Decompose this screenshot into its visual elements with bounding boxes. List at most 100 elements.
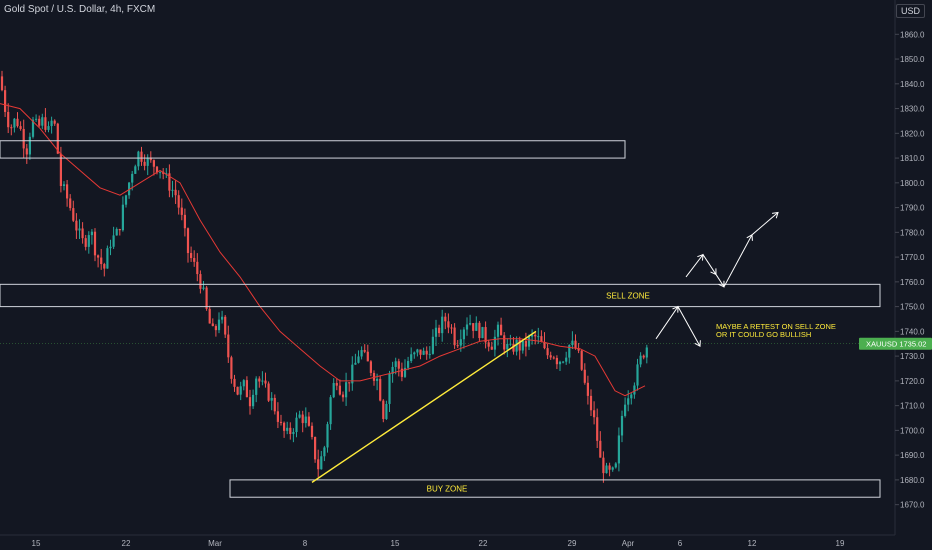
candle-up	[298, 414, 301, 418]
candle-down	[155, 166, 159, 173]
candle-up	[376, 378, 379, 381]
price-axis-label: 1740.0	[900, 327, 925, 336]
candle-up	[239, 386, 242, 395]
candle-down	[53, 120, 56, 124]
candle-up	[568, 345, 571, 358]
candle-down	[382, 400, 385, 419]
candle-up	[217, 319, 221, 331]
arrow-head	[771, 211, 779, 219]
currency-label[interactable]: USD	[895, 4, 925, 18]
candle-up	[431, 336, 434, 354]
candle-up	[323, 447, 326, 457]
candle-up	[388, 373, 391, 404]
candle-down	[174, 189, 177, 196]
candle-down	[642, 355, 645, 358]
time-axis-label: 6	[678, 539, 683, 548]
candle-up	[137, 151, 140, 167]
candle-down	[56, 123, 59, 154]
candle-up	[521, 341, 524, 351]
candle-down	[363, 350, 366, 352]
price-axis-label: 1730.0	[900, 352, 925, 361]
candle-up	[407, 361, 410, 368]
candle-down	[574, 340, 577, 349]
candle-down	[450, 327, 453, 329]
candle-up	[115, 229, 118, 236]
candle-down	[97, 255, 100, 258]
candle-down	[100, 257, 103, 265]
candle-down	[397, 361, 400, 369]
price-axis-label: 1840.0	[900, 80, 925, 89]
candle-up	[493, 336, 496, 350]
time-axis-label: 8	[303, 539, 308, 548]
price-axis-label: 1760.0	[900, 278, 925, 287]
candle-down	[7, 111, 10, 128]
candle-down	[314, 436, 317, 460]
candle-up	[571, 340, 574, 346]
candle-down	[227, 334, 230, 358]
candle-up	[35, 118, 38, 120]
candle-up	[28, 136, 31, 155]
candle-up	[121, 204, 124, 231]
candle-up	[630, 394, 633, 399]
candle-up	[531, 334, 534, 337]
candle-up	[410, 354, 413, 362]
candle-down	[490, 346, 493, 350]
price-axis-label: 1800.0	[900, 179, 925, 188]
price-axis-label: 1680.0	[900, 476, 925, 485]
price-axis-label: 1850.0	[900, 55, 925, 64]
candle-down	[289, 427, 292, 434]
candle-up	[633, 385, 636, 395]
candle-down	[279, 421, 283, 423]
candle-down	[236, 386, 239, 395]
arrow-head	[718, 280, 725, 288]
annotation-text: OR IT COULD GO BULLISH	[716, 330, 811, 339]
time-axis-label: 19	[836, 539, 845, 548]
candle-up	[422, 350, 425, 355]
candle-down	[44, 117, 47, 130]
candle-up	[242, 380, 245, 387]
candle-down	[183, 214, 186, 229]
price-axis-label: 1690.0	[900, 451, 925, 460]
candle-up	[645, 347, 648, 358]
candle-up	[41, 117, 44, 126]
candle-up	[441, 316, 444, 334]
candle-down	[400, 368, 403, 377]
last-price-badge	[859, 337, 932, 350]
candle-down	[38, 118, 41, 126]
candle-down	[419, 349, 422, 355]
candle-down	[602, 457, 605, 474]
candle-down	[583, 369, 586, 383]
sell-zone-box	[0, 283, 881, 308]
candle-up	[252, 394, 255, 407]
candle-up	[270, 397, 273, 401]
price-axis-label: 1830.0	[900, 105, 925, 114]
candle-down	[549, 355, 552, 358]
last-price-label: XAUUSD 1735.02	[866, 340, 926, 349]
candle-down	[447, 321, 450, 328]
candle-down	[59, 153, 62, 186]
time-axis-label: 15	[32, 539, 41, 548]
candle-down	[190, 253, 193, 259]
candle-down	[546, 348, 549, 356]
candle-up	[221, 316, 224, 320]
candle-down	[19, 126, 22, 129]
candle-down	[608, 465, 611, 470]
candle-down	[369, 361, 372, 373]
candle-up	[611, 467, 614, 470]
candle-down	[248, 397, 252, 407]
candle-down	[555, 357, 558, 365]
arrow-head	[746, 233, 753, 241]
candle-down	[168, 173, 171, 191]
price-axis-label: 1860.0	[900, 30, 925, 39]
candle-down	[379, 378, 382, 401]
candle-up	[109, 246, 112, 249]
candle-down	[307, 416, 310, 426]
candle-down	[177, 195, 180, 208]
candle-down	[543, 341, 546, 349]
candle-down	[283, 422, 286, 431]
candle-down	[273, 397, 276, 412]
candle-up	[394, 361, 397, 367]
price-axis-label: 1720.0	[900, 377, 925, 386]
candle-down	[453, 327, 456, 346]
